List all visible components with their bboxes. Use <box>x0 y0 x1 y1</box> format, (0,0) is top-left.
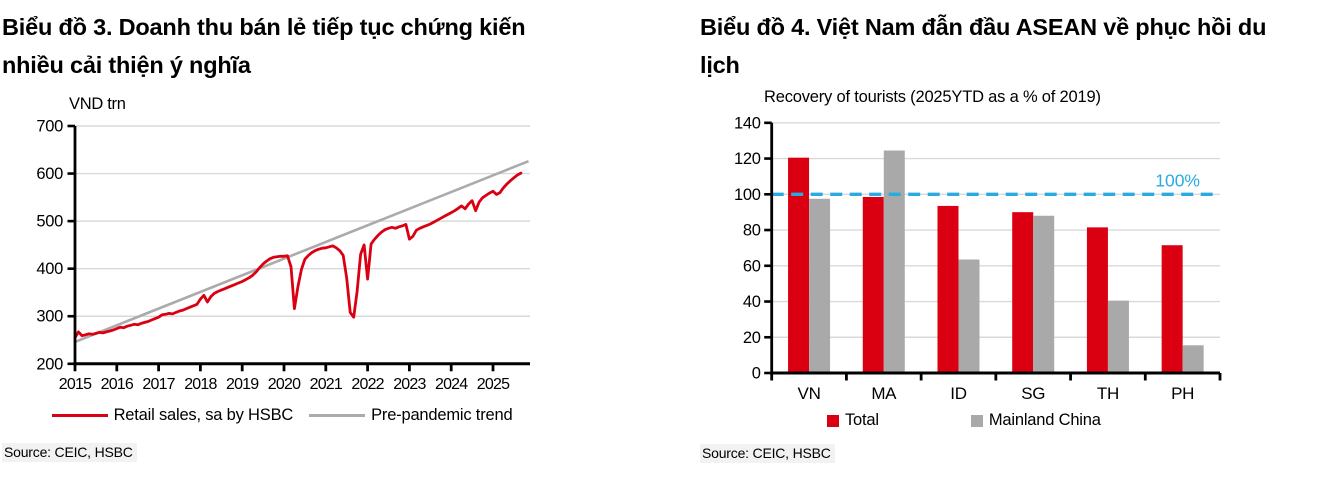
x-category-label-SG: SG <box>1021 384 1045 403</box>
tourist-recovery-bar-chart: VN MA ID SG TH PH 100% 0 20 40 60 80 100 120 140 <box>734 114 1222 403</box>
x-category-label-PH: PH <box>1171 384 1194 403</box>
retail-sales-line <box>73 171 523 340</box>
total-bar-swatch <box>827 414 839 427</box>
y-tick-label-200: 200 <box>36 355 63 373</box>
y-tick-label-0: 0 <box>752 365 761 383</box>
x-tick-label-2025: 2025 <box>477 376 510 393</box>
bar-total-ID <box>937 205 959 373</box>
bar-total-MA <box>862 196 884 373</box>
x-category-label-TH: TH <box>1097 384 1119 403</box>
y-tick-label-400: 400 <box>36 260 63 278</box>
chart4-panel: Biểu đồ 4. Việt Nam đẫn đầu ASEAN về phụ… <box>663 0 1326 492</box>
x-category-label-ID: ID <box>950 384 966 403</box>
bar-mainland-china-SG <box>1033 215 1055 373</box>
chart3-title: Biểu đồ 3. Doanh thu bán lẻ tiếp tục chứ… <box>2 8 663 84</box>
trend-line-swatch <box>309 414 366 417</box>
chart3-source: Source: CEIC, HSBC <box>2 443 137 462</box>
x-tick-label-2024: 2024 <box>435 376 468 393</box>
legend-label-retail-sales: Retail sales, sa by HSBC <box>113 406 294 424</box>
reference-line-label: 100% <box>1155 170 1200 190</box>
chart4-title-line1: Biểu đồ 4. Việt Nam đẫn đầu ASEAN về phụ… <box>700 14 1267 40</box>
legend-label-trend: Pre-pandemic trend <box>371 406 513 424</box>
mainland-china-bar-swatch <box>970 414 983 427</box>
legend-item-retail-sales: Retail sales, sa by HSBC <box>51 406 294 425</box>
chart4-title-line2: lịch <box>700 52 740 78</box>
y-tick-label-120: 120 <box>734 150 761 168</box>
bar-total-TH <box>1086 227 1108 373</box>
x-tick-label-2023: 2023 <box>393 376 426 393</box>
bar-mainland-china-VN <box>809 198 831 373</box>
y-tick-label-60: 60 <box>743 257 761 275</box>
bar-total-VN <box>788 157 810 373</box>
y-tick-label-140: 140 <box>734 114 761 132</box>
legend-item-trend: Pre-pandemic trend <box>309 406 513 425</box>
pre-pandemic-trend-line <box>74 159 530 344</box>
chart4-subtitle: Recovery of tourists (2025YTD as a % of … <box>764 88 1101 106</box>
x-category-label-VN: VN <box>798 384 821 403</box>
legend-item-mainland-china: Mainland China <box>970 411 1101 430</box>
x-tick-label-2017: 2017 <box>142 376 175 393</box>
y-tick-label-300: 300 <box>36 308 63 326</box>
legend-item-total: Total <box>827 411 879 430</box>
y-axis-unit-label: VND trn <box>69 95 126 113</box>
chart4-source: Source: CEIC, HSBC <box>700 444 835 463</box>
x-tick-label-2021: 2021 <box>310 376 343 393</box>
bar-total-PH <box>1161 245 1183 373</box>
chart3-legend: Retail sales, sa by HSBC Pre-pandemic tr… <box>2 406 562 425</box>
x-tick-label-2019: 2019 <box>226 376 259 393</box>
bar-mainland-china-MA <box>883 150 905 373</box>
chart3-title-line2: nhiều cải thiện ý nghĩa <box>2 52 251 78</box>
bar-mainland-china-ID <box>958 259 980 373</box>
y-tick-label-500: 500 <box>36 213 63 231</box>
x-tick-label-2015: 2015 <box>59 376 92 393</box>
x-tick-label-2020: 2020 <box>268 376 301 393</box>
y-tick-label-100: 100 <box>734 186 761 204</box>
bar-mainland-china-PH <box>1182 345 1204 373</box>
retail-sales-line-chart: VND trn 200 300 400 500 600 700 2015 2016 2017 201… <box>36 95 530 393</box>
y-tick-label-80: 80 <box>743 222 761 240</box>
bar-total-SG <box>1012 212 1034 373</box>
chart3-panel: Biểu đồ 3. Doanh thu bán lẻ tiếp tục chứ… <box>2 8 663 462</box>
x-tick-label-2018: 2018 <box>184 376 217 393</box>
bar-mainland-china-TH <box>1107 300 1129 373</box>
legend-label-total: Total <box>845 411 879 429</box>
y-tick-label-700: 700 <box>36 118 63 136</box>
x-tick-label-2016: 2016 <box>101 376 134 393</box>
chart4-title: Biểu đồ 4. Việt Nam đẫn đầu ASEAN về phụ… <box>700 8 1326 84</box>
y-tick-label-40: 40 <box>743 293 761 311</box>
chart3-title-line1: Biểu đồ 3. Doanh thu bán lẻ tiếp tục chứ… <box>2 14 526 40</box>
y-tick-label-20: 20 <box>743 329 761 347</box>
x-tick-label-2022: 2022 <box>351 376 384 393</box>
chart4-legend: Total Mainland China <box>700 411 1326 430</box>
legend-label-mainland-china: Mainland China <box>988 411 1101 429</box>
y-tick-label-600: 600 <box>36 165 63 183</box>
x-category-label-MA: MA <box>871 384 897 403</box>
retail-sales-line-swatch <box>51 414 108 417</box>
